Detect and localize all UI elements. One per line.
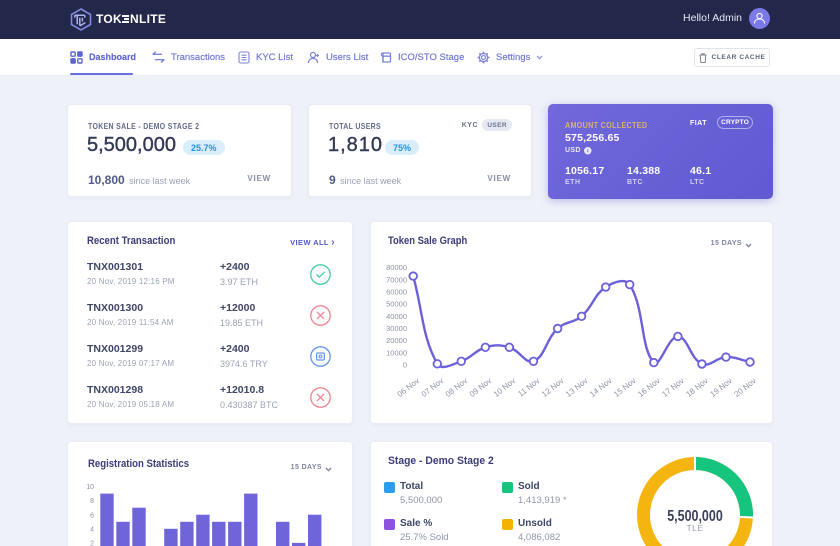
svg-text:07 Nov: 07 Nov [420, 376, 446, 399]
svg-text:40000: 40000 [386, 312, 407, 321]
svg-text:17 Nov: 17 Nov [660, 376, 686, 399]
svg-text:10 Nov: 10 Nov [492, 376, 518, 399]
svg-text:10: 10 [86, 484, 94, 491]
svg-text:08 Nov: 08 Nov [444, 376, 470, 399]
svg-text:6: 6 [90, 512, 94, 519]
svg-text:15 Nov: 15 Nov [612, 376, 638, 399]
svg-text:06 Nov: 06 Nov [396, 376, 422, 399]
svg-text:10000: 10000 [386, 348, 407, 357]
svg-text:4: 4 [90, 526, 94, 533]
svg-text:19 Nov: 19 Nov [708, 376, 734, 399]
svg-text:50000: 50000 [386, 300, 407, 309]
svg-text:13 Nov: 13 Nov [564, 376, 590, 399]
svg-text:70000: 70000 [386, 275, 407, 284]
svg-text:20 Nov: 20 Nov [732, 376, 758, 399]
svg-text:11 Nov: 11 Nov [516, 376, 541, 398]
svg-text:16 Nov: 16 Nov [636, 376, 662, 399]
svg-text:2: 2 [90, 541, 94, 546]
svg-text:18 Nov: 18 Nov [684, 376, 710, 399]
svg-text:09 Nov: 09 Nov [468, 376, 494, 399]
svg-text:12 Nov: 12 Nov [540, 376, 566, 399]
svg-text:20000: 20000 [386, 336, 407, 345]
svg-text:30000: 30000 [386, 324, 407, 333]
svg-text:80000: 80000 [386, 263, 407, 272]
svg-text:14 Nov: 14 Nov [588, 376, 614, 399]
svg-text:60000: 60000 [386, 288, 407, 297]
svg-text:8: 8 [90, 498, 94, 505]
svg-text:0: 0 [403, 361, 407, 370]
